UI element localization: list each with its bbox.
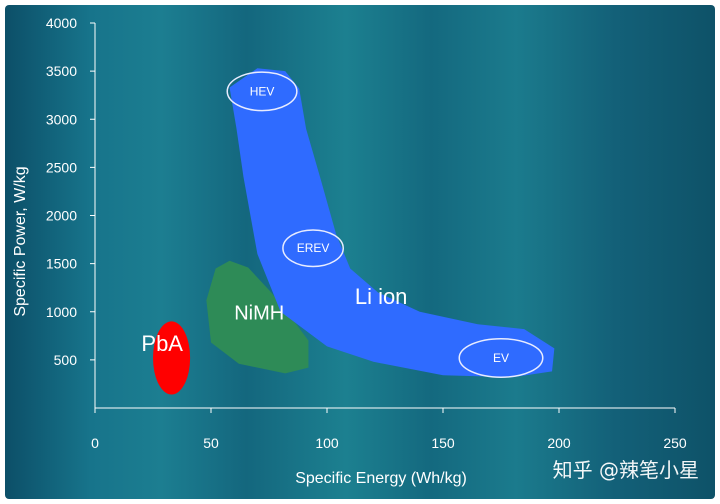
y-tick-label: 500 <box>54 352 78 368</box>
chart: HEV EREV EV 0 50 100 150 200 250 500 1000 1500 200… <box>12 15 687 487</box>
y-tick-label: 2000 <box>46 208 77 224</box>
x-tick-label: 50 <box>203 435 219 451</box>
x-tick-label: 250 <box>663 435 687 451</box>
y-tick-label: 3500 <box>46 63 77 79</box>
annotation-ellipse-hev <box>226 71 298 112</box>
x-tick-label: 200 <box>547 435 571 451</box>
region-pba <box>153 321 191 395</box>
watermark: 知乎 @辣笔小星 <box>552 458 699 482</box>
x-tick-label: 150 <box>431 435 455 451</box>
region-label-pba: PbA <box>141 331 183 356</box>
y-tick-label: 2500 <box>46 159 77 175</box>
annotation-label-hev: HEV <box>250 84 275 98</box>
region-label-nimh: NiMH <box>234 302 284 324</box>
y-tick-label: 1500 <box>46 256 77 272</box>
annotation-label-ev: EV <box>493 351 509 365</box>
x-tick-label: 100 <box>315 435 339 451</box>
y-tick-label: 3000 <box>46 111 77 127</box>
y-tick-label: 4000 <box>46 15 77 31</box>
y-axis-title: Specific Power, W/kg <box>12 166 29 316</box>
x-tick-label: 0 <box>91 435 99 451</box>
region-label-li-ion: Li ion <box>355 284 408 309</box>
x-axis-title: Specific Energy (Wh/kg) <box>295 470 467 487</box>
chart-frame: HEV EREV EV 0 50 100 150 200 250 500 1000 1500 200… <box>5 5 715 499</box>
annotation-ellipse-erev <box>282 229 344 268</box>
y-tick-label: 1000 <box>46 304 77 320</box>
region-li-ion <box>229 68 555 378</box>
annotation-label-erev: EREV <box>297 241 330 255</box>
region-nimh <box>206 260 309 374</box>
annotation-ellipse-ev <box>458 337 544 378</box>
